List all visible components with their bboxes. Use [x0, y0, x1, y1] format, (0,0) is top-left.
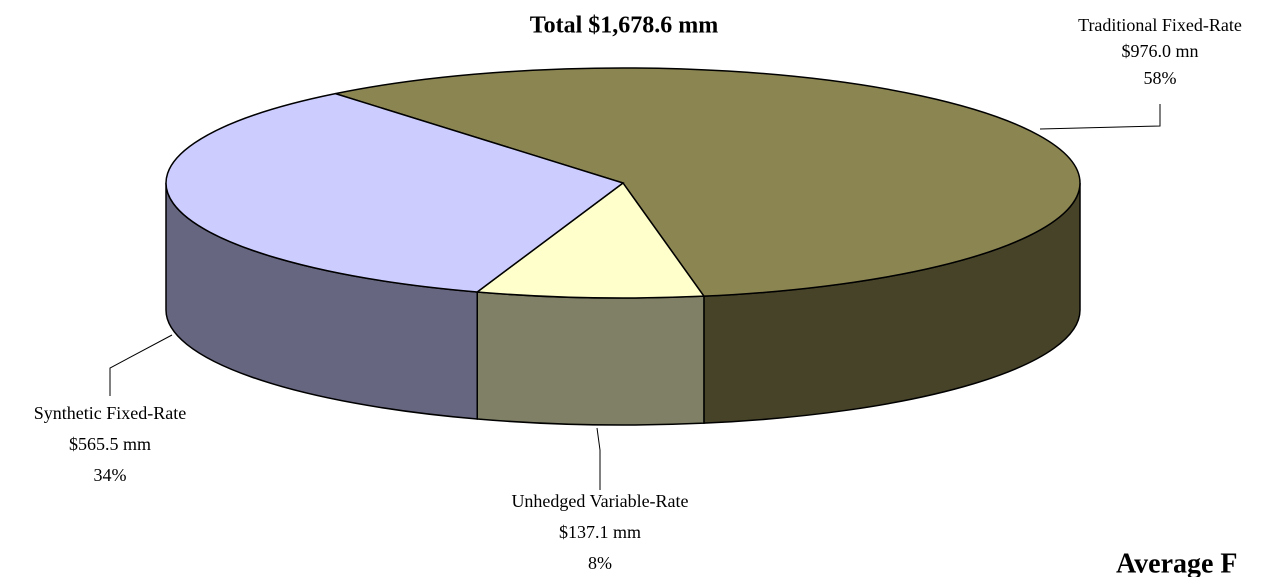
- slice-percent: 58%: [1144, 68, 1177, 88]
- slice-amount: $565.5 mm: [69, 434, 151, 454]
- pie-side: [476, 291, 705, 426]
- slice-amount: $137.1 mm: [559, 522, 641, 542]
- slice-label: Traditional Fixed-Rate: [1078, 15, 1242, 35]
- slice-percent: 8%: [588, 553, 612, 573]
- pie-slice: [475, 181, 706, 299]
- leader-line: [109, 334, 173, 396]
- slice-amount: $976.0 mn: [1121, 41, 1198, 61]
- chart-title: Total $1,678.6 mm: [530, 13, 718, 39]
- leader-line: [596, 427, 601, 490]
- pie-slice: [165, 92, 625, 293]
- leader-line: [1039, 104, 1161, 130]
- footer-text: Average F: [1116, 548, 1238, 577]
- pie-slice: [335, 67, 1081, 297]
- slice-label: Unhedged Variable-Rate: [511, 491, 688, 511]
- slice-label: Synthetic Fixed-Rate: [34, 403, 186, 423]
- slice-percent: 34%: [94, 465, 127, 485]
